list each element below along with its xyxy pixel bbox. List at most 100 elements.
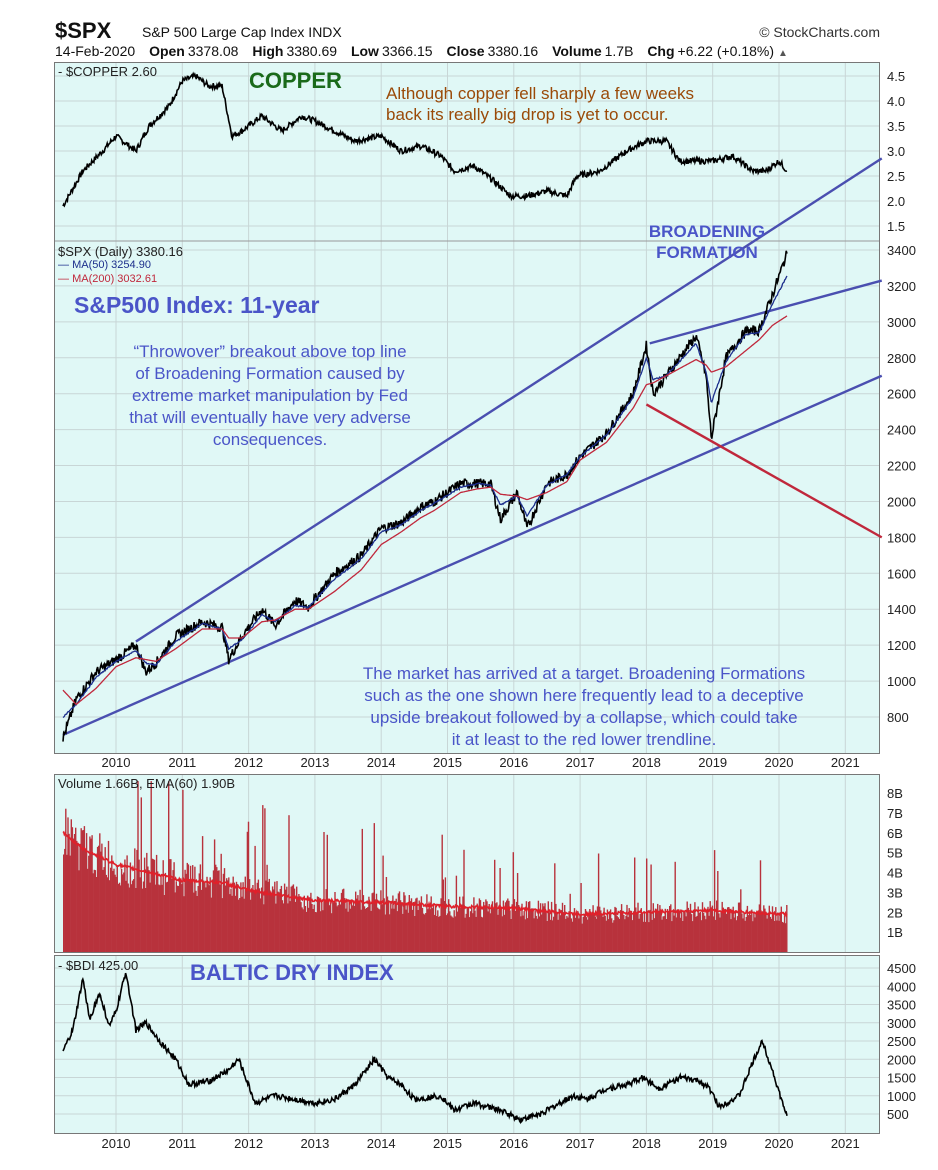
volume-bar [129, 862, 132, 952]
volume-bar [658, 910, 660, 952]
volume-bar [81, 830, 83, 952]
volume-bar [376, 907, 379, 952]
volume-bar [308, 907, 310, 952]
broadening-label: BROADENING FORMATION [632, 221, 782, 263]
volume-bar [549, 919, 552, 952]
volume-bar [417, 910, 419, 952]
volume-bar [692, 921, 694, 952]
source-credit[interactable]: © StockCharts.com [759, 24, 880, 40]
volume-bar [502, 900, 505, 952]
volume-bar [624, 919, 626, 952]
volume-bar [755, 913, 757, 952]
broadening-line: BROADENING [648, 222, 766, 241]
volume-bar [496, 902, 498, 952]
y-tick-label: 1800 [887, 530, 916, 545]
volume-bar [486, 901, 488, 952]
volume-bar [583, 913, 586, 952]
volume-bar [572, 912, 575, 952]
volume-bar [84, 848, 87, 952]
volume-bar [105, 874, 107, 952]
volume-bar [455, 875, 458, 952]
volume-bar [292, 884, 295, 952]
volume-bar [107, 840, 110, 952]
y-tick-label: 8B [887, 786, 903, 801]
volume-bar [143, 857, 146, 952]
volume-bar [209, 877, 211, 952]
y-tick-label: 4.0 [887, 94, 905, 109]
volume-bar [180, 881, 182, 952]
volume-bar [236, 884, 239, 952]
volume-bar [157, 871, 159, 952]
volume-bar [543, 906, 545, 952]
copper-note-line: back its really big drop is yet to occur… [386, 105, 669, 124]
volume-bar [79, 843, 81, 952]
volume-bar [124, 859, 126, 952]
volume-bar [710, 907, 712, 952]
volume-bar [322, 910, 324, 952]
x-tick-label: 2021 [831, 755, 860, 770]
volume-bar [246, 831, 249, 952]
volume-bar [612, 922, 614, 952]
volume-bar [769, 916, 772, 952]
volume-bar [64, 848, 66, 952]
volume-bar [280, 885, 283, 952]
volume-bar [579, 914, 581, 952]
volume-bar [736, 916, 739, 952]
x-tick-label: 2020 [765, 1136, 794, 1151]
volume-bar [215, 864, 217, 952]
volume-bar [497, 914, 499, 952]
volume-bar [286, 886, 288, 952]
volume-bar [577, 910, 579, 952]
volume-bar [637, 902, 639, 952]
volume-bar [194, 866, 196, 952]
volume-bar [449, 911, 451, 952]
volume-legend: Volume 1.66B, EMA(60) 1.90B [58, 776, 236, 791]
volume-bar [649, 909, 651, 952]
volume-bar [334, 892, 336, 952]
volume-bar [171, 878, 173, 952]
volume-bar [779, 913, 781, 952]
x-tick-label: 2012 [234, 1136, 263, 1151]
open-label: Open [149, 43, 185, 59]
target-line: upside breakout followed by a collapse, … [370, 708, 798, 727]
volume-bar [457, 907, 460, 952]
volume-bar [332, 900, 334, 952]
volume-bar [366, 908, 368, 952]
volume-bar [138, 859, 140, 952]
volume-bar [233, 882, 235, 952]
volume-bar [265, 880, 267, 952]
volume-bar [383, 898, 385, 952]
volume-bar [444, 877, 447, 952]
volume-bar [177, 886, 180, 952]
y-tick-label: 800 [887, 710, 909, 725]
copper-legend: - $COPPER 2.60 [58, 64, 157, 79]
volume-bar [169, 859, 171, 952]
y-tick-label: 2600 [887, 387, 916, 402]
high-value: 3380.69 [286, 43, 338, 59]
x-tick-label: 2017 [566, 1136, 595, 1151]
throwover-line: consequences. [212, 430, 328, 449]
volume-bar [289, 901, 291, 952]
volume-bar [354, 906, 356, 952]
y-tick-label: 500 [887, 1107, 909, 1122]
volume-bar [394, 900, 396, 952]
y-tick-label: 4500 [887, 961, 916, 976]
volume-bar [315, 912, 318, 952]
volume-bar [398, 891, 401, 952]
volume-bar [198, 873, 200, 952]
chg-label: Chg [647, 43, 675, 59]
volume-bar [378, 908, 380, 952]
volume-bar [255, 889, 257, 952]
volume-bar [374, 899, 377, 952]
ma50-legend-text: MA(50) 3254.90 [72, 259, 151, 271]
volume-bar [331, 913, 333, 952]
volume-bar [160, 874, 162, 952]
volume-bar [696, 915, 698, 952]
volume-bar [479, 900, 482, 952]
target-note: The market has arrived at a target. Broa… [290, 663, 878, 751]
volume-bar [608, 912, 611, 952]
volume-bar [379, 909, 381, 952]
volume-bar [106, 877, 109, 952]
y-tick-label: 3000 [887, 1016, 916, 1031]
